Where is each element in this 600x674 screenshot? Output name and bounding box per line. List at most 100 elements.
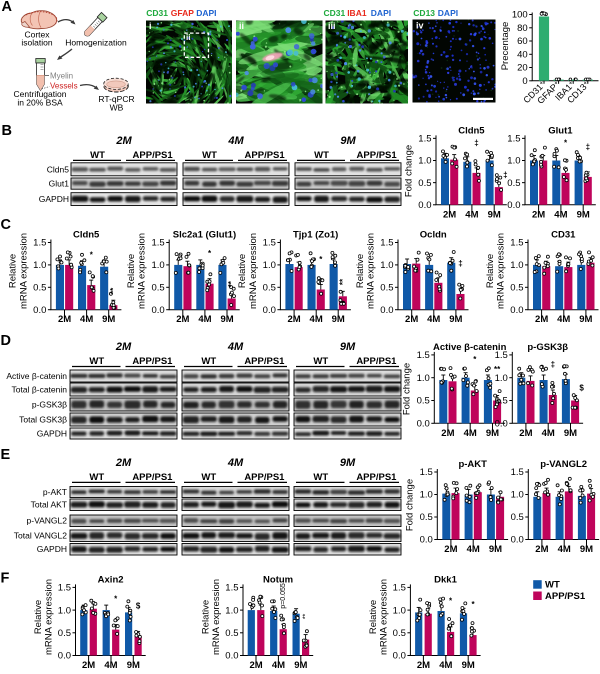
- svg-text:Relative: Relative: [355, 254, 366, 288]
- svg-text:‡: ‡: [586, 142, 590, 151]
- svg-text:4M: 4M: [557, 314, 570, 325]
- svg-text:Relative: Relative: [200, 600, 211, 634]
- svg-text:0.5: 0.5: [511, 512, 524, 523]
- svg-text:Active β-catenin: Active β-catenin: [6, 371, 67, 381]
- svg-text:APP/PS1: APP/PS1: [133, 150, 174, 161]
- svg-text:0.5: 0.5: [263, 283, 276, 294]
- svg-text:9M: 9M: [340, 135, 356, 147]
- svg-text:1.5: 1.5: [58, 583, 71, 594]
- svg-text:**: **: [338, 278, 347, 285]
- svg-text:1.5: 1.5: [510, 238, 523, 249]
- svg-text:0.5: 0.5: [418, 178, 431, 189]
- svg-text:mRNA expression: mRNA expression: [18, 233, 29, 309]
- svg-text:**: **: [227, 280, 236, 287]
- svg-text:1.5: 1.5: [420, 467, 433, 478]
- svg-text:Dkk1: Dkk1: [434, 574, 457, 585]
- svg-text:2M: 2M: [176, 314, 189, 325]
- svg-text:CD31: CD31: [324, 8, 346, 18]
- svg-text:E: E: [1, 447, 11, 463]
- svg-text:9M: 9M: [340, 457, 356, 469]
- svg-text:p-VANGL2: p-VANGL2: [540, 459, 587, 470]
- svg-text:p=0.055: p=0.055: [280, 583, 287, 609]
- svg-text:2M: 2M: [115, 135, 132, 147]
- svg-text:1.0: 1.0: [507, 156, 520, 167]
- svg-text:2M: 2M: [82, 660, 95, 669]
- svg-text:*: *: [471, 600, 475, 609]
- svg-text:F: F: [1, 571, 10, 587]
- svg-text:p-AKT: p-AKT: [458, 459, 487, 470]
- svg-text:4M: 4M: [272, 660, 285, 669]
- svg-text:0.5: 0.5: [58, 628, 71, 639]
- svg-text:4M: 4M: [542, 428, 555, 439]
- svg-text:WT: WT: [202, 150, 217, 161]
- svg-text:0.0: 0.0: [418, 200, 431, 211]
- svg-text:Fold change: Fold change: [402, 363, 413, 415]
- svg-text:*: *: [449, 597, 453, 606]
- svg-text:4M: 4M: [227, 457, 244, 469]
- svg-text:mRNA expression: mRNA expression: [211, 579, 222, 655]
- svg-text:2M: 2M: [405, 314, 418, 325]
- svg-text:1.0: 1.0: [495, 373, 508, 384]
- svg-text:0.5: 0.5: [510, 283, 523, 294]
- svg-text:2M: 2M: [444, 544, 457, 555]
- svg-text:Total AKT: Total AKT: [31, 500, 67, 510]
- svg-text:A: A: [2, 0, 13, 15]
- svg-text:Notum: Notum: [263, 574, 293, 585]
- svg-text:**: **: [303, 613, 310, 619]
- svg-text:GAPDH: GAPDH: [39, 194, 69, 204]
- svg-text:0.5: 0.5: [151, 283, 164, 294]
- svg-text:20: 20: [517, 63, 528, 74]
- svg-text:Relative: Relative: [8, 254, 19, 288]
- svg-text:1.0: 1.0: [151, 260, 164, 271]
- svg-text:$: $: [579, 383, 584, 392]
- svg-text:2M: 2M: [249, 660, 262, 669]
- svg-text:4M: 4M: [467, 544, 480, 555]
- svg-text:Cortex: Cortex: [24, 30, 50, 40]
- svg-text:Centrifugation: Centrifugation: [14, 89, 67, 99]
- svg-text:1.0: 1.0: [420, 490, 433, 501]
- svg-text:0.0: 0.0: [510, 305, 523, 316]
- svg-text:9M: 9M: [489, 544, 502, 555]
- svg-text:$: $: [136, 601, 141, 610]
- svg-text:Relative: Relative: [485, 254, 496, 288]
- svg-text:4M: 4M: [227, 135, 244, 147]
- svg-text:Cldn5: Cldn5: [458, 125, 485, 136]
- svg-text:Fold change: Fold change: [404, 479, 415, 531]
- svg-text:Homogenization: Homogenization: [65, 38, 127, 48]
- svg-text:mRNA expression: mRNA expression: [248, 233, 259, 309]
- svg-text:Total β-catenin: Total β-catenin: [12, 385, 68, 395]
- svg-text:2M: 2M: [443, 209, 456, 220]
- svg-text:60: 60: [517, 36, 528, 47]
- svg-text:9M: 9M: [340, 341, 356, 353]
- svg-text:9M: 9M: [332, 314, 345, 325]
- svg-text:9M: 9M: [488, 209, 501, 220]
- svg-text:Glut1: Glut1: [49, 179, 70, 189]
- svg-text:APP/PS1: APP/PS1: [244, 472, 285, 483]
- svg-text:Ocldn: Ocldn: [420, 230, 447, 241]
- svg-text:GFAP: GFAP: [171, 8, 194, 18]
- svg-text:4M: 4M: [104, 660, 117, 669]
- svg-text:2M: 2M: [535, 544, 548, 555]
- svg-text:p-AKT: p-AKT: [43, 487, 67, 497]
- svg-text:CD13: CD13: [413, 8, 435, 18]
- svg-text:p-GSK3β: p-GSK3β: [32, 400, 67, 410]
- svg-text:4M: 4M: [198, 314, 211, 325]
- svg-text:1.5: 1.5: [33, 238, 46, 249]
- svg-text:1.5: 1.5: [417, 350, 430, 361]
- svg-text:0.0: 0.0: [263, 305, 276, 316]
- svg-text:mRNA expression: mRNA expression: [137, 233, 148, 309]
- svg-text:0.5: 0.5: [380, 283, 393, 294]
- svg-text:2M: 2M: [519, 428, 532, 439]
- svg-text:GAPDH: GAPDH: [37, 429, 67, 439]
- svg-text:4M: 4M: [554, 209, 567, 220]
- svg-text:mRNA expression: mRNA expression: [44, 579, 55, 655]
- svg-text:1.5: 1.5: [511, 467, 524, 478]
- svg-text:WT: WT: [313, 356, 328, 367]
- svg-text:WT: WT: [201, 472, 216, 483]
- svg-text:2M: 2M: [287, 314, 300, 325]
- svg-text:WT: WT: [545, 580, 560, 591]
- svg-text:1.5: 1.5: [380, 238, 393, 249]
- svg-text:1.5: 1.5: [418, 134, 431, 145]
- svg-text:1.0: 1.0: [380, 260, 393, 271]
- svg-text:APP/PS1: APP/PS1: [356, 472, 397, 483]
